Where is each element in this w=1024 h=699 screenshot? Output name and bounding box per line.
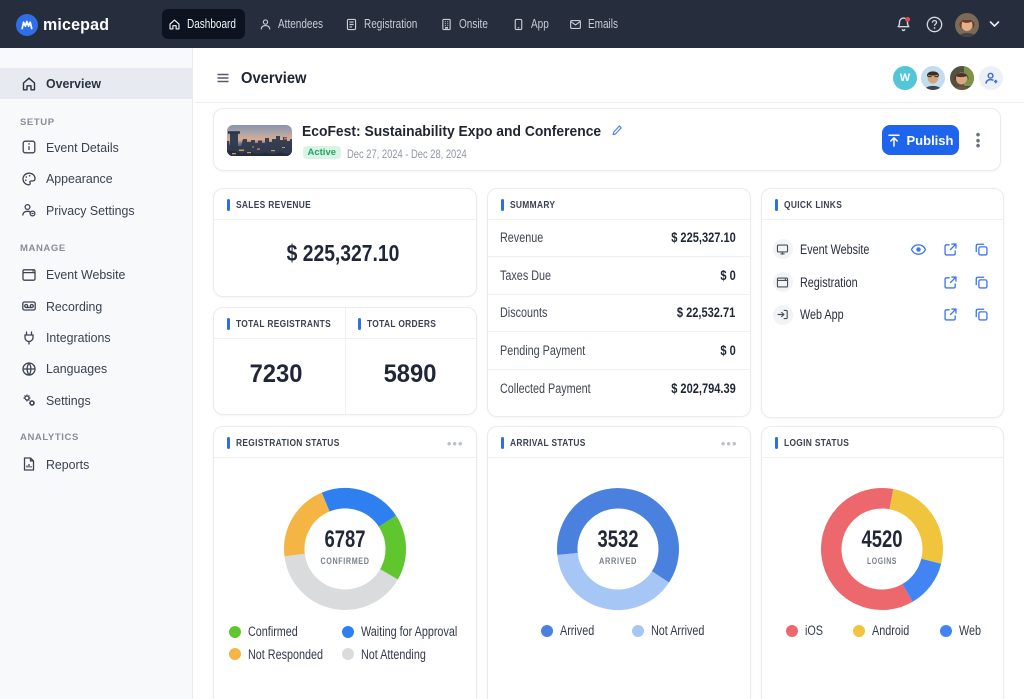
svg-text:CONFIRMED: CONFIRMED (320, 556, 369, 567)
svg-text:LOGINS: LOGINS (867, 556, 897, 567)
svg-text:6787: 6787 (324, 526, 365, 553)
svg-text:4520: 4520 (862, 526, 903, 553)
svg-text:ARRIVED: ARRIVED (599, 556, 637, 567)
svg-text:3532: 3532 (597, 526, 638, 553)
